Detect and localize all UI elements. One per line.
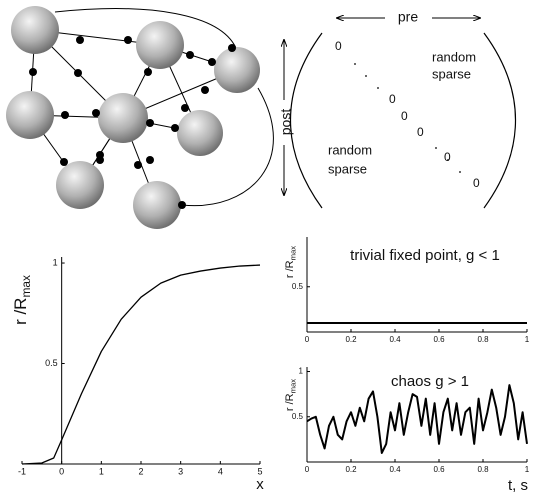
- x-tick-label: 0.4: [389, 335, 401, 344]
- y-tick-label: 0.5: [292, 282, 304, 291]
- lower-label: sparse: [328, 161, 367, 176]
- x-tick-label: 2: [138, 466, 143, 476]
- x-tick-label: 1: [525, 335, 530, 344]
- x-tick-label: 0.6: [433, 465, 445, 474]
- y-axis-label: r /Rmax: [284, 379, 297, 411]
- y-axis-label: r /Rmax: [11, 275, 33, 325]
- x-axis-label: t, s: [508, 477, 528, 494]
- ellipsis-dots: [354, 63, 461, 173]
- y-tick-label: 1: [299, 367, 304, 376]
- lower-label: random: [328, 142, 372, 157]
- diagonal-zero: 0: [335, 39, 342, 53]
- upper-label: sparse: [432, 66, 471, 81]
- x-tick-label: 0.8: [477, 465, 489, 474]
- chart-title: trivial fixed point, g < 1: [350, 247, 500, 264]
- x-tick-label: 0.8: [477, 335, 489, 344]
- y-tick-label: 0.5: [292, 412, 304, 421]
- y-axis-label-main: r /R: [284, 260, 296, 278]
- x-tick-label: 4: [218, 466, 223, 476]
- matrix-diagram: pre post 0 0 0 0 0 0 random sparse rando…: [278, 9, 516, 209]
- x-tick-label: 0.2: [345, 335, 357, 344]
- y-axis-label-sub: max: [288, 246, 297, 261]
- upper-label: random: [432, 49, 476, 64]
- y-axis-label-main: r /R: [11, 298, 30, 325]
- x-tick-label: 0: [59, 466, 64, 476]
- x-axis-label: x: [256, 476, 264, 493]
- x-tick-label: 1: [525, 465, 530, 474]
- x-tick-label: -1: [18, 466, 26, 476]
- y-axis-label: r /Rmax: [284, 246, 297, 278]
- x-tick-label: 1: [99, 466, 104, 476]
- x-tick-label: 3: [178, 466, 183, 476]
- diagonal-zero: 0: [444, 150, 451, 164]
- x-tick-label: 0: [305, 335, 310, 344]
- x-tick-label: 5: [257, 466, 262, 476]
- y-axis-label-main: r /R: [284, 393, 296, 411]
- diagonal-zero: 0: [401, 109, 408, 123]
- data-line: [306, 384, 528, 454]
- x-tick-label: 0.4: [389, 465, 401, 474]
- y-tick-label: 1: [53, 257, 58, 267]
- x-tick-label: 0.6: [433, 335, 445, 344]
- diagonal-zero: 0: [417, 125, 424, 139]
- diagonal-zero: 0: [389, 92, 396, 106]
- network-diagram: [6, 6, 274, 229]
- x-tick-label: 0.2: [345, 465, 357, 474]
- data-line: [21, 264, 261, 465]
- diagonal-zero: 0: [473, 176, 480, 190]
- post-label: post: [278, 109, 294, 136]
- y-axis-label-sub: max: [19, 275, 33, 298]
- chart-title: chaos g > 1: [391, 373, 469, 390]
- x-tick-label: 0: [305, 465, 310, 474]
- y-tick-label: 0.5: [45, 358, 58, 368]
- pre-label: pre: [398, 9, 418, 25]
- y-axis-label-sub: max: [288, 379, 297, 394]
